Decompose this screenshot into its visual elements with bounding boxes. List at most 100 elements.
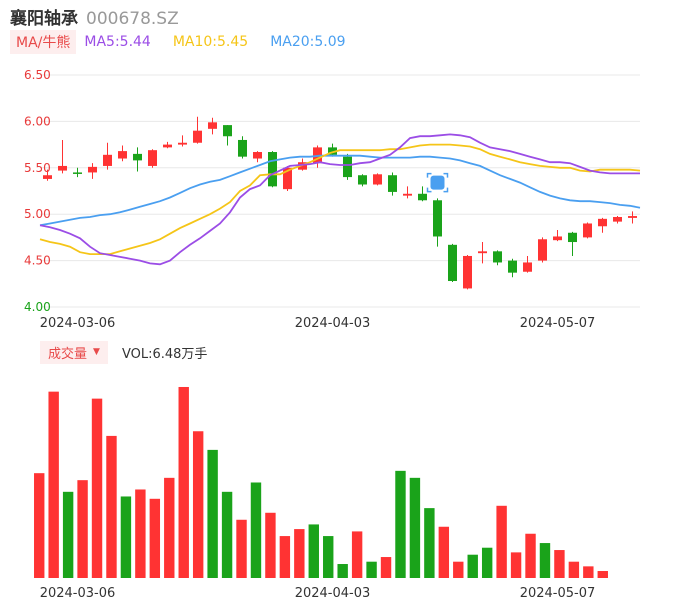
volume-indicator-button[interactable]: 成交量 ▼ (40, 340, 108, 364)
ma20-line (39, 154, 641, 227)
candle-body (418, 193, 427, 201)
ma-toggle-button[interactable]: MA/牛熊 (10, 30, 77, 54)
candle-body (208, 122, 217, 129)
volume-bar (510, 552, 522, 578)
candle-body (133, 153, 142, 161)
candle-body (163, 144, 172, 148)
volume-bar (62, 491, 74, 578)
volume-bar (568, 561, 580, 578)
candle-body (373, 174, 382, 185)
candle-body (553, 236, 562, 241)
volume-bar (207, 449, 218, 578)
candle-body (493, 251, 502, 263)
volume-bar (236, 519, 247, 578)
volume-date-label: 2024-05-07 (520, 586, 596, 601)
y-tick-label: 4.50 (24, 254, 51, 268)
candle-body (253, 152, 262, 159)
y-tick-label: 5.50 (24, 161, 51, 175)
candle-body (583, 223, 592, 238)
volume-bar (467, 554, 478, 578)
volume-bar (481, 547, 493, 578)
y-tick-label: 6.00 (24, 114, 51, 128)
candle-body (148, 150, 157, 166)
price-date-label: 2024-03-06 (40, 316, 116, 331)
candle-body (628, 216, 637, 218)
volume-bar (323, 536, 334, 578)
candle-body (283, 167, 292, 190)
volume-bar (583, 566, 594, 578)
volume-bar (308, 524, 319, 578)
event-marker-icon (430, 175, 445, 190)
y-tick-label: 4.00 (24, 300, 51, 314)
ma10-label: MA10:5.45 (172, 34, 249, 50)
volume-bar (106, 435, 117, 578)
volume-bar (149, 498, 161, 578)
volume-bar (34, 473, 45, 578)
volume-bar (395, 470, 406, 578)
candle-body (298, 162, 307, 170)
candle-body (73, 172, 82, 174)
volume-bar (597, 571, 608, 578)
candle-body (388, 175, 397, 192)
volume-bar (496, 505, 507, 578)
volume-legend: 成交量 ▼ VOL:6.48万手 (40, 340, 208, 364)
volume-bar (48, 391, 59, 578)
candle-body (223, 125, 232, 137)
candle-body (58, 165, 67, 171)
volume-date-label: 2024-04-03 (295, 586, 371, 601)
ma20-label: MA20:5.09 (270, 34, 346, 50)
y-tick-label: 6.50 (24, 68, 51, 82)
volume-bar (294, 529, 305, 578)
candle-body (43, 175, 52, 179)
price-date-label: 2024-04-03 (295, 316, 371, 331)
price-date-label: 2024-05-07 (520, 316, 596, 331)
stock-name: 襄阳轴承 (10, 9, 78, 29)
ma-legend: MA/牛熊 MA5:5.44 MA10:5.45 MA20:5.09 (10, 30, 368, 54)
volume-bar (409, 477, 421, 578)
volume-bar (438, 526, 450, 578)
candle-body (523, 262, 532, 272)
candle-body (568, 232, 577, 243)
candle-body (478, 251, 487, 254)
candle-body (103, 154, 112, 166)
volume-bar (424, 508, 435, 578)
title-row: 襄阳轴承 000678.SZ (10, 4, 179, 29)
volume-bar (250, 482, 262, 578)
volume-value: VOL:6.48万手 (121, 346, 208, 362)
candle-body (193, 130, 202, 143)
volume-bar (554, 550, 565, 578)
volume-bar (164, 477, 175, 578)
candle-body (328, 147, 337, 155)
volume-date-label: 2024-03-06 (40, 586, 116, 601)
candle-body (403, 193, 412, 196)
volume-bar (351, 531, 363, 578)
volume-bar (135, 489, 146, 578)
volume-bar (279, 536, 291, 578)
candle-body (433, 200, 442, 237)
event-marker-frame-icon (426, 172, 449, 193)
volume-bar (366, 561, 377, 578)
volume-bar (192, 431, 204, 578)
candle-body (448, 244, 457, 282)
volume-bar (380, 557, 392, 578)
volume-bar (539, 543, 551, 578)
candle-body (358, 175, 367, 185)
candle-body (178, 142, 187, 145)
volume-bar (265, 512, 276, 578)
candle-body (343, 156, 352, 178)
volume-bar (120, 496, 132, 578)
candle-body (268, 152, 277, 187)
volume-bar (91, 398, 103, 578)
volume-bar (453, 561, 464, 578)
candle-body (598, 218, 607, 227)
candle-body (508, 260, 517, 273)
volume-bar (77, 480, 88, 578)
y-tick-label: 5.00 (24, 207, 51, 221)
caret-down-icon: ▼ (93, 347, 100, 357)
candle-body (613, 216, 622, 222)
candle-body (238, 139, 247, 157)
volume-bar (178, 386, 189, 578)
volume-bar (221, 491, 233, 578)
volume-indicator-label: 成交量 (48, 346, 88, 362)
